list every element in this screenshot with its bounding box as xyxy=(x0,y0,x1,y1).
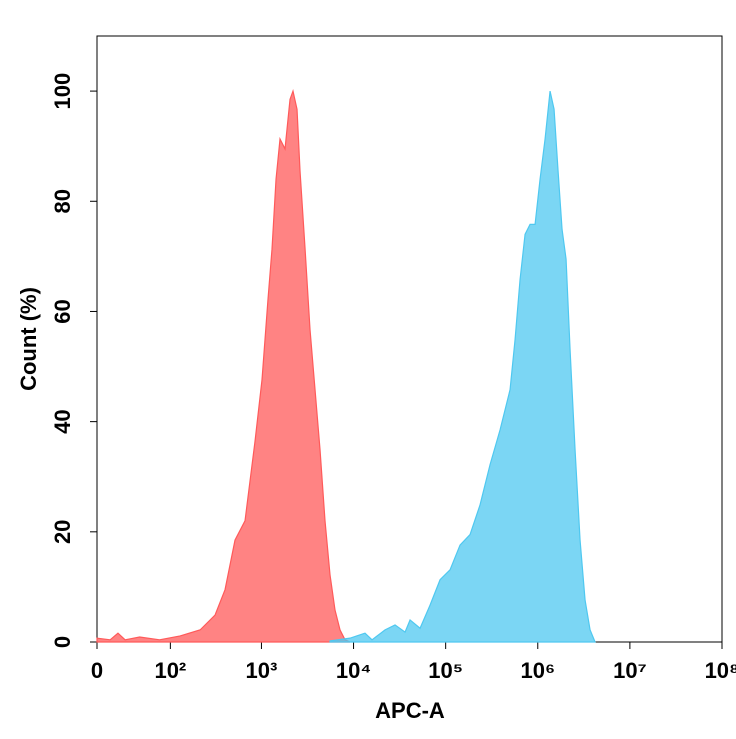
y-tick-label: 20 xyxy=(50,520,75,544)
y-axis-title: Count (%) xyxy=(16,287,41,391)
histogram-area xyxy=(329,90,596,643)
y-tick-label: 80 xyxy=(50,189,75,213)
y-tick-label: 100 xyxy=(50,73,75,110)
x-tick-label: 10⁸ xyxy=(705,658,736,683)
x-tick-label: 10² xyxy=(154,658,186,683)
x-tick-label: 10⁵ xyxy=(428,658,463,683)
x-tick-label: 10³ xyxy=(246,658,278,683)
y-tick-label: 60 xyxy=(50,299,75,323)
x-tick-label: 10⁶ xyxy=(520,658,555,683)
x-tick-label: 10⁷ xyxy=(613,658,647,683)
x-tick-label: 0 xyxy=(91,658,103,683)
x-axis-title: APC-A xyxy=(375,698,445,723)
y-tick-label: 40 xyxy=(50,409,75,433)
plot-frame xyxy=(96,35,723,643)
histogram-area xyxy=(96,88,351,643)
x-tick-label: 10⁴ xyxy=(336,658,371,683)
y-tick-label: 0 xyxy=(50,636,75,648)
